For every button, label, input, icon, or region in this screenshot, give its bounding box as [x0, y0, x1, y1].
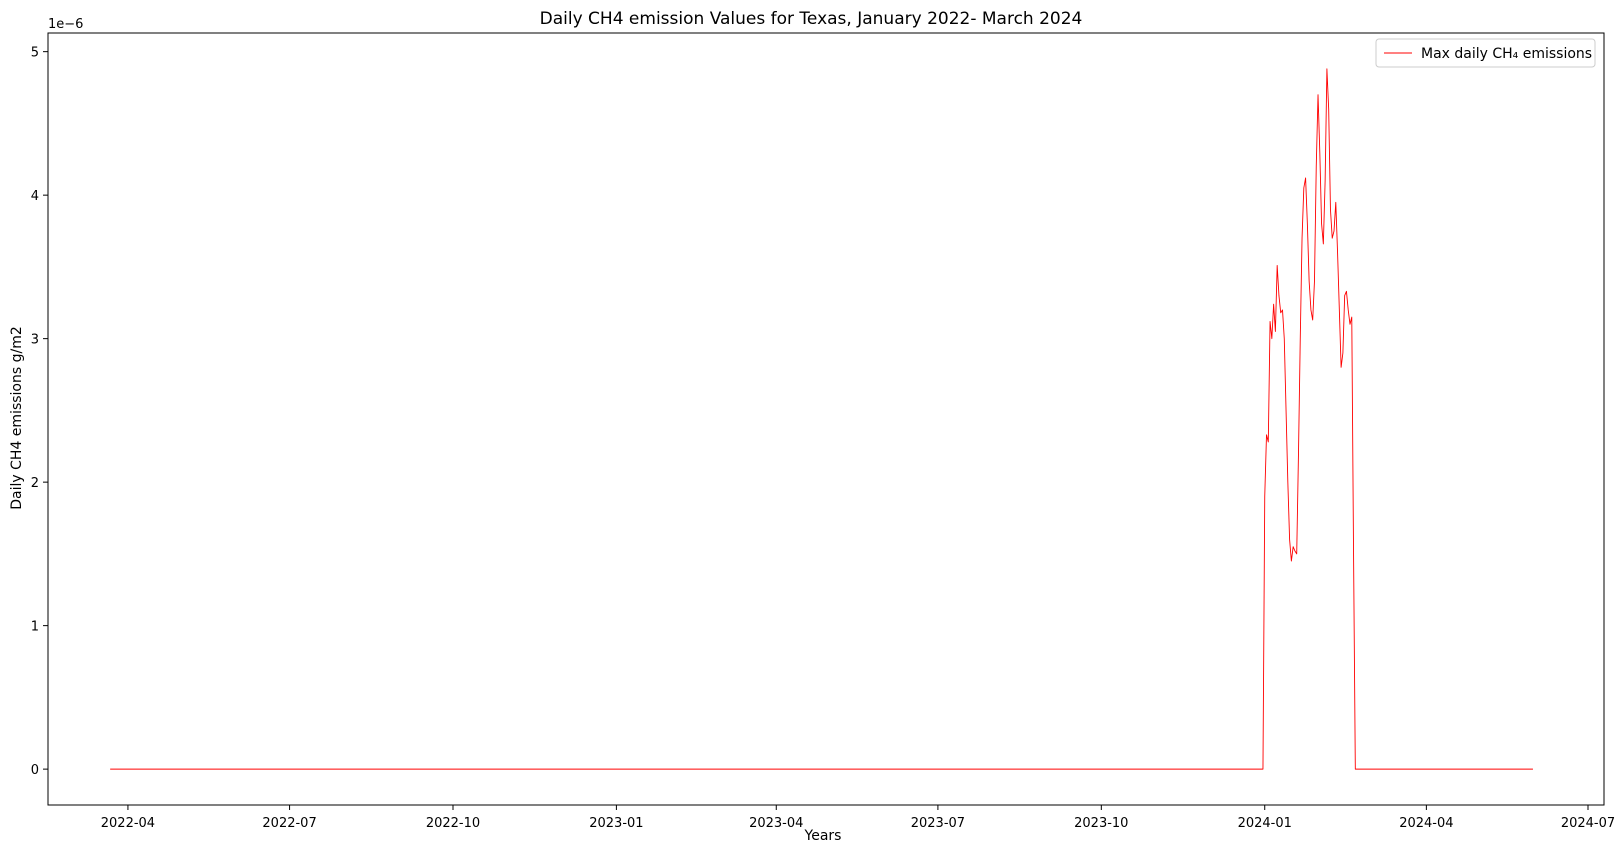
y-axis-label: Daily CH4 emissions g/m2 [9, 326, 25, 509]
x-tick-label: 2022-10 [426, 816, 480, 831]
x-tick-label: 2022-07 [262, 816, 316, 831]
x-tick-label: 2023-07 [911, 816, 965, 831]
chart-title: Daily CH4 emission Values for Texas, Jan… [540, 9, 1083, 29]
x-axis-label: Years [804, 828, 842, 844]
series-line-max-daily-ch4 [110, 68, 1533, 770]
y-tick-label: 0 [31, 763, 39, 778]
y-offset-text: 1e−6 [48, 17, 83, 32]
y-tick-label: 2 [31, 476, 39, 491]
x-tick-label: 2024-07 [1561, 816, 1615, 831]
legend-box [1375, 38, 1596, 68]
x-tick-label: 2023-01 [589, 816, 643, 831]
y-axis: 0 1 2 3 4 5 [31, 46, 48, 778]
x-tick-label: 2024-04 [1399, 816, 1453, 831]
x-tick-label: 2024-01 [1238, 816, 1292, 831]
y-tick-label: 5 [31, 46, 39, 61]
legend: Max daily CH₄ emissions [1375, 38, 1596, 68]
y-tick-label: 1 [31, 620, 39, 635]
y-tick-label: 3 [31, 333, 39, 348]
plot-area [110, 68, 1533, 770]
x-tick-label: 2023-04 [749, 816, 803, 831]
x-tick-label: 2023-10 [1074, 816, 1128, 831]
y-tick-label: 4 [31, 189, 39, 204]
x-axis: 2022-04 2022-07 2022-10 2023-01 2023-04 2023-… [101, 805, 1615, 831]
legend-label: Max daily CH₄ emissions [1421, 46, 1592, 62]
plot-frame [47, 32, 1605, 806]
x-tick-label: 2022-04 [101, 816, 155, 831]
